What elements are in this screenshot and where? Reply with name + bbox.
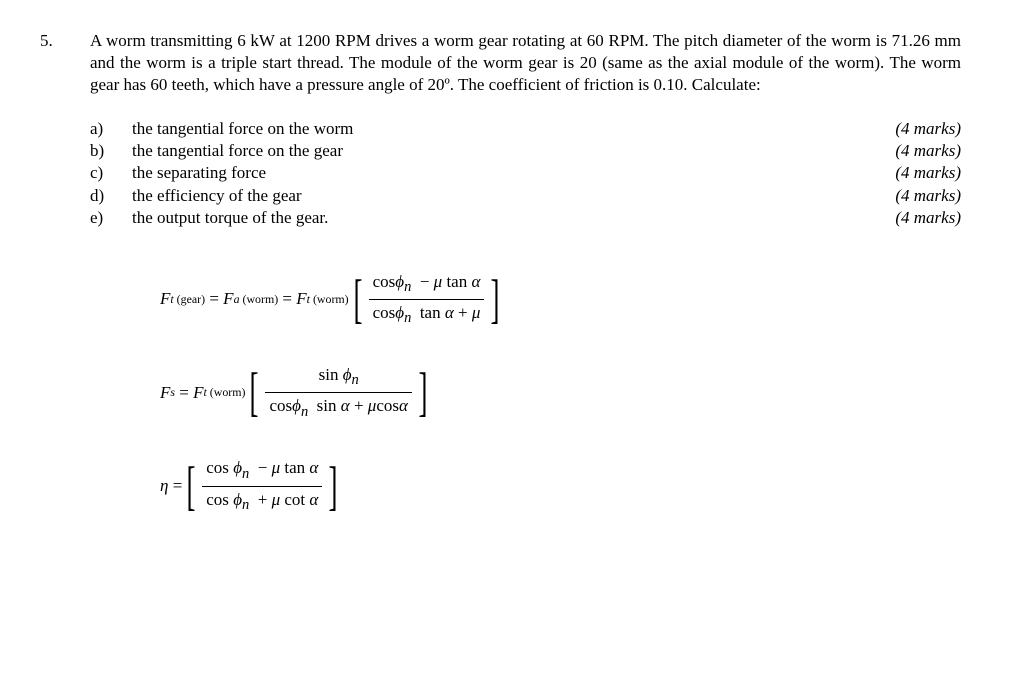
sym-F: F	[160, 288, 170, 310]
sub-text: the efficiency of the gear	[132, 185, 895, 207]
sym-cos: cos	[373, 303, 396, 322]
sym-alpha: α	[471, 272, 480, 291]
sym-cos: cos	[269, 396, 292, 415]
sym-phi: ϕ	[233, 490, 242, 509]
sub-marks: (4 marks)	[895, 140, 961, 162]
sym-eq: =	[173, 475, 183, 497]
sym-phi: ϕ	[395, 303, 404, 322]
sub-item: b) the tangential force on the gear (4 m…	[90, 140, 961, 162]
sym-phi: ϕ	[292, 396, 301, 415]
sym-phi: ϕ	[343, 365, 352, 384]
sym-n: n	[404, 310, 411, 326]
sym-F: F	[193, 382, 203, 404]
sub-letter: d)	[90, 185, 132, 207]
sym-n: n	[242, 497, 249, 513]
equation-block: Ft (gear) = Fa (worm) = Ft (worm) [ cosϕ…	[160, 271, 961, 515]
sym-t: t	[204, 385, 207, 399]
problem-intro: A worm transmitting 6 kW at 1200 RPM dri…	[90, 30, 961, 96]
sym-plus: +	[458, 303, 468, 322]
sym-F: F	[296, 288, 306, 310]
problem-body: A worm transmitting 6 kW at 1200 RPM dri…	[90, 30, 961, 551]
sub-letter: a)	[90, 118, 132, 140]
bracket-left: [	[353, 278, 362, 321]
bracket-right: ]	[418, 371, 427, 414]
sym-n: n	[301, 404, 308, 420]
sub-marks: (4 marks)	[895, 162, 961, 184]
sub-text: the output torque of the gear.	[132, 207, 895, 229]
sym-eta: η	[160, 475, 168, 497]
sub-item: e) the output torque of the gear. (4 mar…	[90, 207, 961, 229]
sub-text: the tangential force on the worm	[132, 118, 895, 140]
sym-phi: ϕ	[233, 458, 242, 477]
fraction: cos ϕn − μ tan α cos ϕn + μ cot α	[202, 457, 322, 514]
sym-alpha: α	[341, 396, 350, 415]
sub-text: the tangential force on the gear	[132, 140, 895, 162]
sym-mu: μ	[272, 490, 281, 509]
sym-minus: −	[258, 458, 268, 477]
sym-a: a	[234, 292, 240, 306]
sym-n: n	[242, 466, 249, 482]
sub-letter: b)	[90, 140, 132, 162]
sym-alpha: α	[445, 303, 454, 322]
sub-marks: (4 marks)	[895, 185, 961, 207]
sym-sin: sin	[319, 365, 339, 384]
sym-eq: =	[209, 288, 219, 310]
sym-alpha: α	[399, 396, 408, 415]
sym-n: n	[352, 372, 359, 388]
sym-mu: μ	[472, 303, 481, 322]
sym-tan: tan	[446, 272, 467, 291]
sym-eq: =	[179, 382, 189, 404]
bracket-right: ]	[329, 465, 338, 508]
problem-number: 5.	[40, 30, 64, 52]
sub-item: d) the efficiency of the gear (4 marks)	[90, 185, 961, 207]
sub-letter: e)	[90, 207, 132, 229]
sym-phi: ϕ	[395, 272, 404, 291]
sym-alpha: α	[309, 458, 318, 477]
sym-cot: cot	[284, 490, 305, 509]
sym-n: n	[404, 279, 411, 295]
sub-item: c) the separating force (4 marks)	[90, 162, 961, 184]
bracket-left: [	[250, 371, 259, 414]
sym-tan: tan	[284, 458, 305, 477]
sym-plus: +	[354, 396, 364, 415]
equation-fs: Fs = Ft (worm) [ sin ϕn cosϕn sin α + μc…	[160, 364, 961, 421]
sym-cos: cos	[373, 272, 396, 291]
sym-t: t	[307, 292, 310, 306]
sym-worm: worm	[317, 292, 345, 306]
sym-tan: tan	[420, 303, 441, 322]
sym-worm: worm	[246, 292, 274, 306]
sub-marks: (4 marks)	[895, 207, 961, 229]
fraction: cosϕn − μ tan α cosϕn tan α + μ	[369, 271, 485, 328]
sub-text: the separating force	[132, 162, 895, 184]
sym-F: F	[160, 382, 170, 404]
sym-cos: cos	[206, 490, 229, 509]
sym-sin: sin	[317, 396, 337, 415]
sym-t: t	[170, 292, 173, 306]
sym-cos: cos	[206, 458, 229, 477]
sym-alpha: α	[309, 490, 318, 509]
equation-ft-gear: Ft (gear) = Fa (worm) = Ft (worm) [ cosϕ…	[160, 271, 961, 328]
fraction: sin ϕn cosϕn sin α + μcosα	[265, 364, 411, 421]
equation-eta: η = [ cos ϕn − μ tan α cos ϕn + μ cot α …	[160, 457, 961, 514]
sub-question-list: a) the tangential force on the worm (4 m…	[90, 118, 961, 228]
sym-worm: worm	[214, 385, 242, 399]
sub-letter: c)	[90, 162, 132, 184]
sym-minus: −	[420, 272, 430, 291]
sym-F: F	[223, 288, 233, 310]
sym-mu: μ	[434, 272, 443, 291]
sym-mu: μ	[272, 458, 281, 477]
sym-plus: +	[258, 490, 268, 509]
bracket-left: [	[187, 465, 196, 508]
sym-s: s	[170, 385, 175, 400]
sym-gear: gear	[181, 292, 201, 306]
sym-eq: =	[282, 288, 292, 310]
sub-item: a) the tangential force on the worm (4 m…	[90, 118, 961, 140]
sym-cos: cos	[376, 396, 399, 415]
bracket-right: ]	[491, 278, 500, 321]
sub-marks: (4 marks)	[895, 118, 961, 140]
